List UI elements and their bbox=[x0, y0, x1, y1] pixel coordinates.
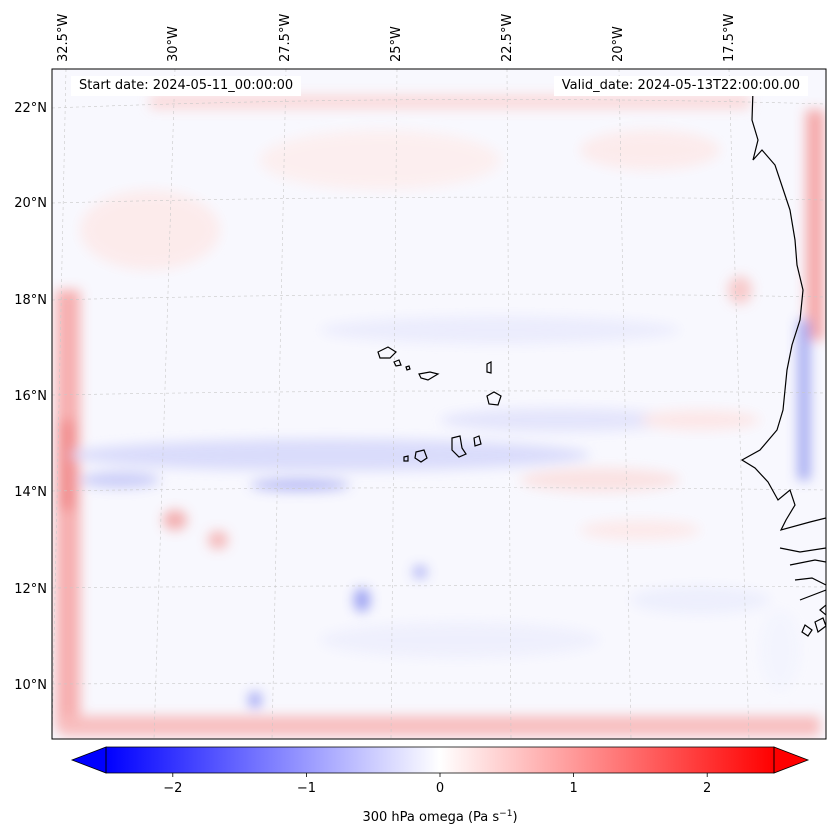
lon-label: 20°W bbox=[611, 26, 626, 62]
island-sal bbox=[486, 361, 492, 374]
senegal-rivers bbox=[779, 547, 826, 601]
colorbar-extend-min bbox=[70, 746, 107, 774]
lon-label: 27.5°W bbox=[278, 14, 293, 62]
island-sao-vicente bbox=[393, 359, 402, 367]
guinea-bissau-islands bbox=[801, 604, 826, 637]
colorbar-label: 300 hPa omega (Pa s−1) bbox=[362, 809, 517, 825]
lon-label: 17.5°W bbox=[722, 14, 737, 62]
island-fogo bbox=[414, 449, 428, 463]
lat-label: 10°N bbox=[14, 678, 47, 693]
gridlines bbox=[52, 69, 826, 739]
island-maio bbox=[473, 435, 482, 447]
lon-label: 30°W bbox=[166, 26, 181, 62]
colorbar-tick-label: 2 bbox=[703, 781, 711, 796]
island-santo-antao bbox=[377, 346, 397, 359]
lat-label: 12°N bbox=[14, 582, 47, 597]
lat-label: 14°N bbox=[14, 485, 47, 500]
colorbar-tick-label: 0 bbox=[436, 781, 444, 796]
island-santa-luzia bbox=[405, 365, 411, 371]
colorbar-extend-max bbox=[773, 746, 810, 774]
lat-label: 20°N bbox=[14, 196, 47, 211]
start-date-label: Start date: 2024-05-11_00:00:00 bbox=[71, 76, 302, 96]
colorbar-outline bbox=[105, 746, 775, 774]
map-frame bbox=[51, 68, 827, 740]
lat-label: 18°N bbox=[14, 293, 47, 308]
island-santiago bbox=[451, 435, 467, 458]
africa-coastline bbox=[740, 89, 826, 531]
latitude-labels: 22°N 20°N 18°N 16°N 14°N 12°N 10°N bbox=[14, 101, 47, 693]
valid-date-label: Valid_date: 2024-05-13T22:00:00.00 bbox=[553, 76, 808, 96]
colorbar-tick-label: 1 bbox=[569, 781, 577, 796]
lat-label: 22°N bbox=[14, 101, 47, 116]
colorbar: −2 −1 0 1 2 300 hPa omega (Pa s−1) bbox=[70, 746, 810, 825]
lon-label: 22.5°W bbox=[500, 14, 515, 62]
colorbar-body bbox=[106, 747, 774, 773]
coastline bbox=[377, 89, 826, 637]
lat-label: 16°N bbox=[14, 389, 47, 404]
island-sao-nicolau bbox=[418, 371, 440, 381]
colorbar-tick-label: −1 bbox=[297, 781, 316, 796]
colorbar-tick-label: −2 bbox=[163, 781, 182, 796]
island-brava bbox=[403, 455, 409, 462]
omega-field bbox=[52, 69, 826, 739]
lon-label: 32.5°W bbox=[56, 14, 71, 62]
lon-label: 25°W bbox=[389, 26, 404, 62]
longitude-labels: 32.5°W 30°W 27.5°W 25°W 22.5°W 20°W 17.5… bbox=[56, 14, 737, 62]
island-boa-vista bbox=[486, 391, 502, 406]
